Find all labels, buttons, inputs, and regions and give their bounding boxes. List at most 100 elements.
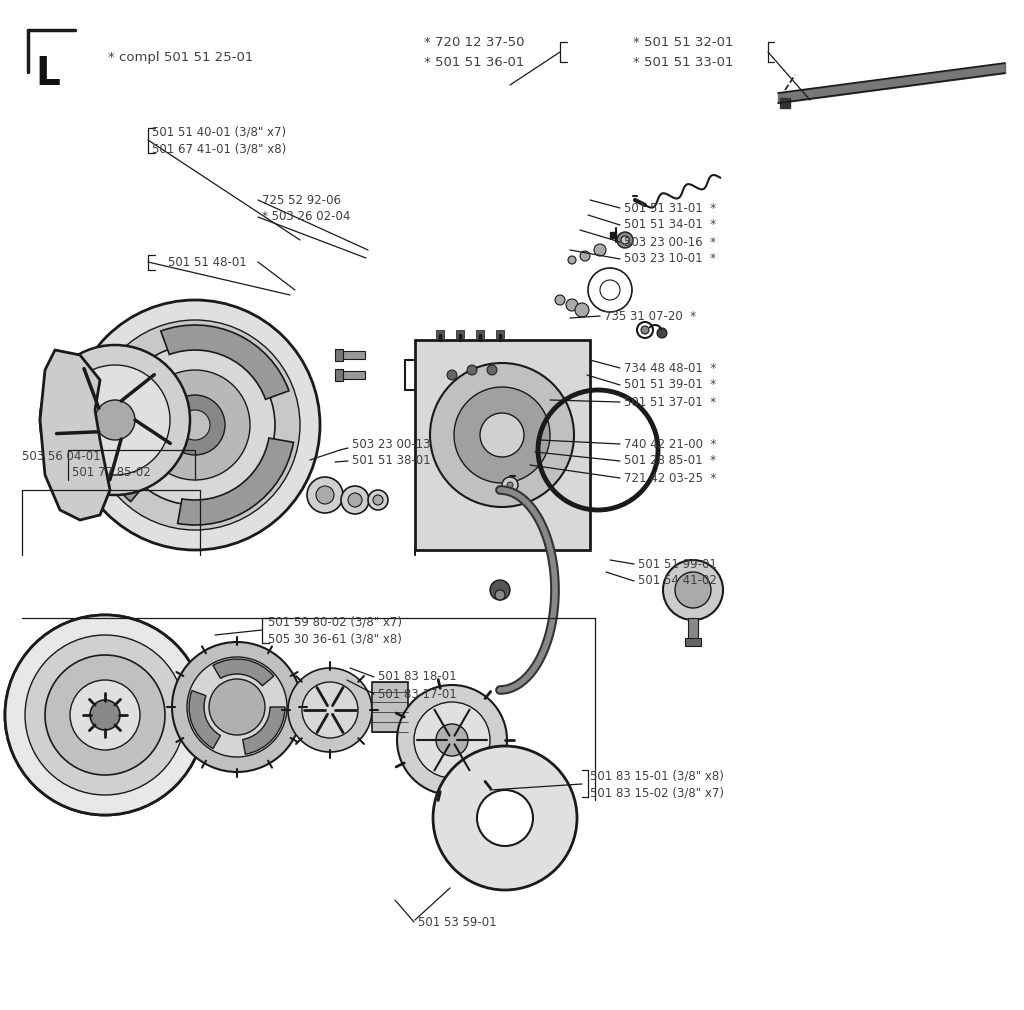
Circle shape	[555, 295, 565, 305]
Bar	[496, 330, 504, 338]
Text: 501 59 80-02 (3/8" x7): 501 59 80-02 (3/8" x7)	[268, 615, 402, 628]
Circle shape	[507, 482, 513, 488]
Circle shape	[495, 590, 505, 600]
Text: 721 42 03-25  *: 721 42 03-25 *	[624, 472, 717, 485]
Bar	[456, 330, 464, 338]
Text: 503 23 10-01  *: 503 23 10-01 *	[624, 252, 716, 266]
Text: * 501 51 32-01: * 501 51 32-01	[633, 35, 733, 48]
Text: 501 51 34-01  *: 501 51 34-01 *	[624, 218, 716, 231]
Circle shape	[302, 682, 358, 738]
Text: 501 77 85-02: 501 77 85-02	[72, 466, 151, 479]
Bar	[335, 369, 343, 381]
Circle shape	[454, 387, 550, 483]
Circle shape	[70, 680, 140, 750]
Circle shape	[502, 477, 518, 493]
Circle shape	[172, 642, 302, 772]
Circle shape	[467, 365, 477, 375]
Circle shape	[447, 370, 457, 380]
Text: 501 51 48-01: 501 51 48-01	[168, 256, 247, 269]
Text: 501 28 85-01  *: 501 28 85-01 *	[624, 454, 716, 468]
Circle shape	[621, 236, 629, 244]
Text: L: L	[35, 55, 59, 93]
Bar	[340, 351, 365, 359]
Text: 725 52 92-06: 725 52 92-06	[262, 194, 341, 206]
Circle shape	[60, 365, 170, 475]
Circle shape	[433, 746, 577, 890]
Circle shape	[187, 656, 287, 758]
Text: 503 56 04-01: 503 56 04-01	[22, 449, 100, 463]
Circle shape	[436, 724, 468, 756]
Circle shape	[316, 486, 334, 504]
Bar	[476, 330, 484, 338]
Circle shape	[348, 493, 362, 507]
Wedge shape	[213, 659, 273, 686]
Circle shape	[373, 495, 383, 505]
Circle shape	[45, 655, 165, 775]
Text: 501 53 59-01: 501 53 59-01	[418, 915, 497, 928]
Circle shape	[209, 679, 265, 735]
Text: * 720 12 37-50: * 720 12 37-50	[424, 35, 524, 48]
Bar	[335, 349, 343, 361]
Circle shape	[368, 490, 388, 510]
Wedge shape	[95, 361, 146, 502]
Circle shape	[594, 244, 606, 256]
Circle shape	[397, 685, 507, 795]
Text: * 501 51 36-01: * 501 51 36-01	[424, 56, 524, 69]
Text: 734 48 48-01  *: 734 48 48-01 *	[624, 362, 716, 375]
Circle shape	[180, 410, 210, 440]
Bar	[685, 638, 701, 646]
Circle shape	[25, 635, 185, 795]
Circle shape	[414, 702, 490, 778]
Circle shape	[165, 395, 225, 454]
Bar	[436, 330, 444, 338]
Text: 740 42 21-00  *: 740 42 21-00 *	[624, 437, 717, 450]
Circle shape	[675, 572, 711, 608]
Wedge shape	[177, 438, 294, 525]
Circle shape	[95, 400, 135, 440]
Circle shape	[568, 256, 575, 264]
Circle shape	[663, 560, 723, 620]
Circle shape	[477, 790, 534, 846]
Text: 501 51 38-01: 501 51 38-01	[352, 454, 431, 468]
Circle shape	[70, 300, 319, 550]
Circle shape	[40, 345, 190, 495]
FancyBboxPatch shape	[415, 340, 590, 550]
Text: 501 51 31-01  *: 501 51 31-01 *	[624, 202, 716, 214]
Text: 505 30 36-61 (3/8" x8): 505 30 36-61 (3/8" x8)	[268, 632, 401, 645]
Circle shape	[430, 363, 574, 507]
Text: 501 51 40-01 (3/8" x7): 501 51 40-01 (3/8" x7)	[152, 125, 286, 138]
Text: 503 23 00-13: 503 23 00-13	[352, 437, 430, 450]
Circle shape	[580, 251, 590, 261]
Circle shape	[341, 486, 369, 514]
Text: 501 83 17-01: 501 83 17-01	[378, 688, 457, 701]
Text: 501 54 41-02: 501 54 41-02	[638, 575, 717, 588]
Circle shape	[575, 303, 589, 317]
Circle shape	[288, 668, 372, 752]
Circle shape	[90, 700, 120, 730]
Polygon shape	[40, 350, 110, 520]
Circle shape	[617, 232, 633, 248]
Text: 501 83 18-01: 501 83 18-01	[378, 671, 457, 684]
Text: 501 51 99-01: 501 51 99-01	[638, 558, 717, 571]
Circle shape	[140, 370, 250, 480]
Circle shape	[657, 328, 667, 338]
Circle shape	[5, 615, 205, 815]
Wedge shape	[161, 325, 289, 399]
Circle shape	[307, 477, 343, 513]
Circle shape	[487, 365, 497, 375]
Text: * 501 51 33-01: * 501 51 33-01	[633, 56, 733, 69]
Bar	[688, 618, 698, 640]
Bar	[340, 371, 365, 379]
Text: * 503 26 02-04: * 503 26 02-04	[262, 210, 350, 223]
Text: 501 51 39-01  *: 501 51 39-01 *	[624, 379, 716, 392]
Circle shape	[490, 580, 510, 600]
Text: 735 31 07-20  *: 735 31 07-20 *	[604, 309, 696, 322]
Text: 503 23 00-16  *: 503 23 00-16 *	[624, 235, 716, 248]
Circle shape	[480, 413, 524, 457]
Text: 501 83 15-02 (3/8" x7): 501 83 15-02 (3/8" x7)	[590, 787, 724, 800]
Wedge shape	[243, 707, 285, 754]
Circle shape	[566, 299, 578, 311]
Text: 501 67 41-01 (3/8" x8): 501 67 41-01 (3/8" x8)	[152, 142, 287, 156]
Text: * compl 501 51 25-01: * compl 501 51 25-01	[108, 52, 253, 65]
Text: 501 83 15-01 (3/8" x8): 501 83 15-01 (3/8" x8)	[590, 770, 724, 783]
